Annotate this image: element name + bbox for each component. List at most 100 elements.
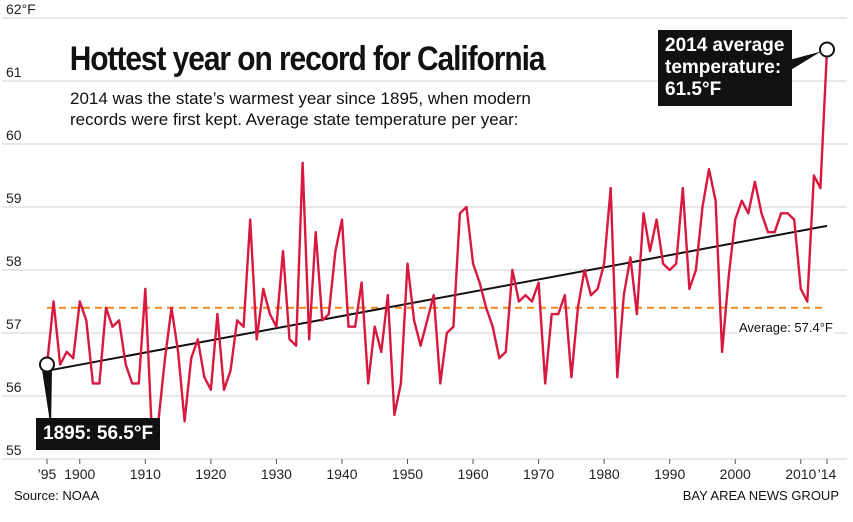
x-axis: ’95 1900 1910 1920 1930 1940 1950 1960 1970 1980 1… bbox=[38, 459, 837, 482]
data-point bbox=[170, 306, 173, 309]
data-point bbox=[812, 174, 815, 177]
data-point bbox=[793, 218, 796, 221]
data-point bbox=[222, 388, 226, 391]
callout-2014-average: 2014 average temperature: 61.5°F bbox=[658, 30, 792, 106]
data-point bbox=[616, 376, 619, 379]
data-point bbox=[563, 294, 566, 297]
data-point bbox=[721, 350, 724, 353]
data-point bbox=[439, 382, 442, 385]
data-point bbox=[203, 376, 206, 379]
data-point bbox=[445, 331, 448, 335]
data-point bbox=[137, 382, 140, 385]
data-point bbox=[118, 319, 121, 322]
data-point bbox=[668, 268, 671, 272]
data-point bbox=[373, 325, 376, 328]
data-point bbox=[209, 388, 212, 391]
data-point bbox=[235, 319, 239, 322]
data-point bbox=[780, 212, 783, 215]
data-point bbox=[294, 344, 298, 347]
data-point bbox=[85, 319, 88, 322]
chart-title: Hottest year on record for California bbox=[68, 40, 548, 79]
data-point bbox=[321, 319, 324, 322]
data-point bbox=[452, 325, 455, 328]
data-point bbox=[91, 382, 94, 385]
data-point bbox=[589, 294, 593, 297]
data-point bbox=[301, 161, 304, 164]
data-point bbox=[753, 180, 756, 183]
data-point bbox=[747, 212, 750, 215]
data-point bbox=[550, 313, 553, 316]
data-point bbox=[353, 325, 357, 328]
data-point bbox=[98, 382, 101, 385]
data-point bbox=[229, 369, 232, 372]
data-point bbox=[72, 357, 75, 360]
y-tick-label: 56 bbox=[6, 379, 22, 395]
y-tick-label: 60 bbox=[6, 127, 22, 143]
marker-2014 bbox=[819, 41, 835, 58]
data-point bbox=[176, 350, 180, 353]
chart-subtitle: 2014 was the state’s warmest year since … bbox=[70, 88, 544, 130]
data-point bbox=[334, 250, 337, 253]
data-point bbox=[570, 376, 573, 379]
y-tick-label: 59 bbox=[6, 190, 22, 206]
data-point bbox=[124, 363, 127, 366]
data-point bbox=[412, 319, 416, 322]
data-point bbox=[386, 294, 389, 297]
data-point bbox=[131, 382, 134, 385]
data-point bbox=[517, 300, 521, 303]
data-point bbox=[583, 268, 586, 272]
data-point bbox=[360, 281, 363, 284]
data-point bbox=[485, 306, 488, 309]
data-point bbox=[196, 338, 199, 341]
data-point bbox=[537, 281, 540, 284]
data-point bbox=[367, 382, 370, 385]
x-tick-label: 1980 bbox=[589, 466, 620, 482]
data-point bbox=[603, 262, 606, 265]
y-tick-label: 57 bbox=[6, 316, 22, 332]
temperature-series-line bbox=[45, 49, 829, 435]
data-point bbox=[471, 262, 475, 265]
data-point bbox=[432, 294, 435, 297]
data-point bbox=[524, 294, 527, 297]
data-point bbox=[629, 256, 632, 259]
data-point bbox=[727, 275, 730, 278]
x-tick-label: 1900 bbox=[64, 466, 95, 482]
x-tick-label: ’14 bbox=[818, 466, 837, 482]
data-point bbox=[406, 262, 409, 265]
data-point bbox=[609, 187, 612, 190]
data-point bbox=[419, 344, 422, 347]
x-tick-label: 1940 bbox=[326, 466, 357, 482]
data-point bbox=[806, 300, 809, 303]
data-point bbox=[52, 300, 55, 303]
data-point bbox=[249, 218, 252, 221]
y-tick-label: 62°F bbox=[6, 1, 36, 17]
data-points bbox=[45, 48, 829, 435]
data-point bbox=[59, 363, 62, 366]
data-point bbox=[163, 357, 167, 360]
data-point bbox=[380, 350, 383, 353]
x-tick-label: ’95 bbox=[38, 466, 57, 482]
data-point bbox=[458, 212, 462, 215]
data-point bbox=[662, 262, 665, 265]
x-tick-label: 1960 bbox=[457, 466, 488, 482]
data-point bbox=[308, 338, 311, 341]
data-point bbox=[491, 325, 494, 328]
x-tick-label: 1970 bbox=[523, 466, 554, 482]
data-point bbox=[426, 319, 429, 322]
data-point bbox=[786, 212, 789, 215]
data-point bbox=[819, 187, 822, 190]
data-point bbox=[144, 287, 147, 290]
credit-line: BAY AREA NEWS GROUP bbox=[682, 488, 839, 503]
x-tick-label: 1910 bbox=[130, 466, 161, 482]
x-tick-label: 1920 bbox=[195, 466, 226, 482]
data-point bbox=[111, 325, 114, 328]
data-point bbox=[465, 205, 468, 209]
data-point bbox=[478, 281, 481, 284]
data-point bbox=[642, 212, 645, 215]
data-point bbox=[242, 325, 245, 328]
data-point bbox=[190, 357, 193, 360]
data-point bbox=[740, 199, 743, 202]
data-point bbox=[268, 313, 271, 316]
data-point bbox=[183, 420, 186, 423]
data-point bbox=[694, 268, 698, 272]
